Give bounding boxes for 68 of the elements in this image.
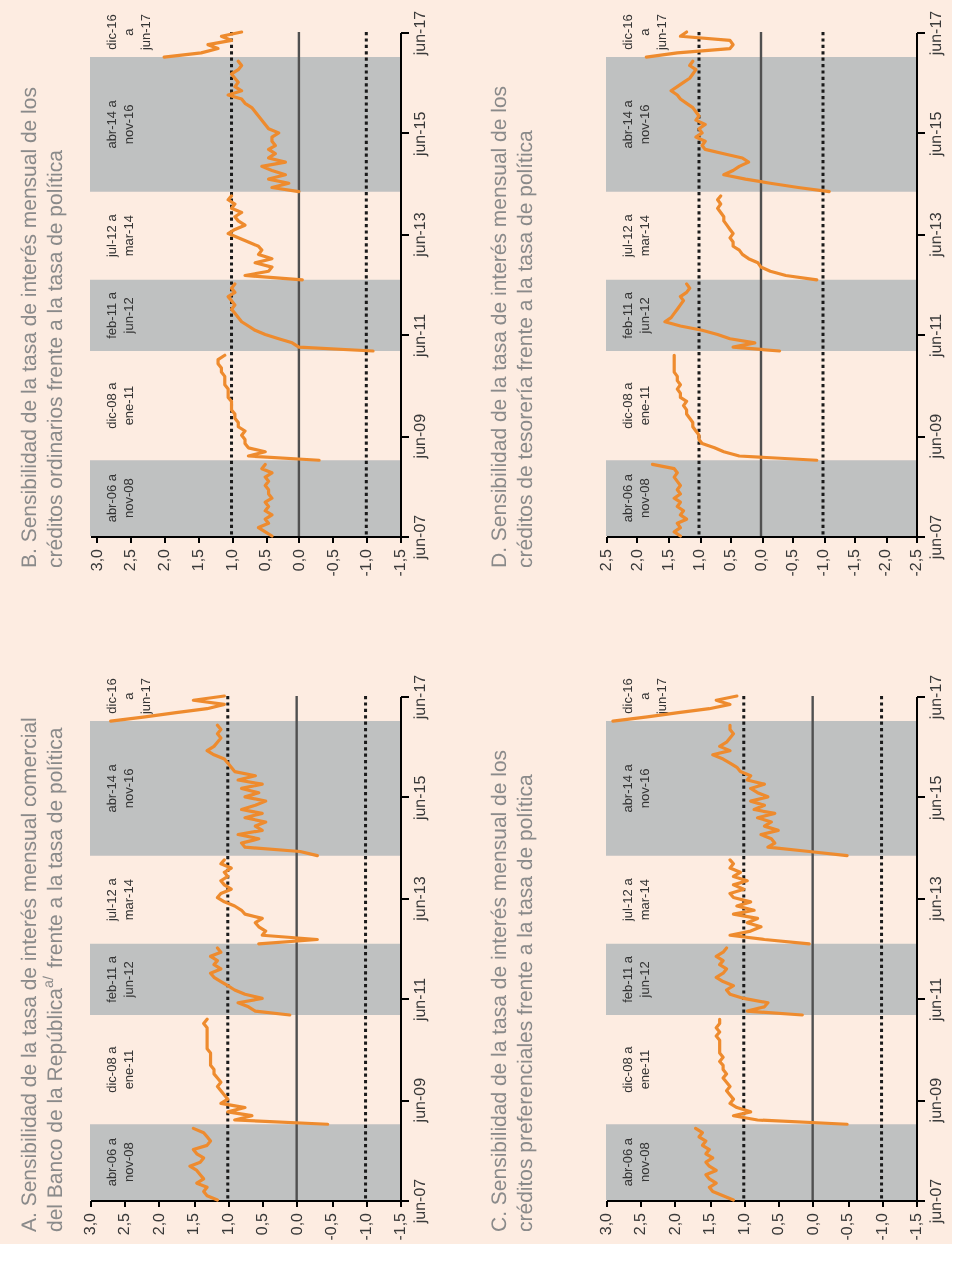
x-tick-label: -1,0 xyxy=(814,547,832,577)
y-tick-label: jun-09 xyxy=(411,412,429,461)
y-tick-label: jun-11 xyxy=(411,312,429,360)
x-tick-label: 3,0 xyxy=(87,547,106,572)
y-tick-label: jun-11 xyxy=(927,976,945,1024)
y-tick-label: jun-07 xyxy=(411,513,429,562)
x-tick-label: 0,0 xyxy=(752,547,770,572)
x-tick-label: 0,0 xyxy=(289,547,308,572)
text: C. Sensibilidad de la tasa de interés mensual de los créditos preferenciales frente a la tasa de política xyxy=(488,749,538,1232)
x-tick-label: 1,0 xyxy=(734,1211,753,1236)
x-tick-label: -0,5 xyxy=(838,1211,857,1241)
y-tick-label: jun-13 xyxy=(927,211,945,259)
x-tick-label: -1,5 xyxy=(391,1211,409,1241)
y-tick-label: jun-09 xyxy=(927,412,945,461)
y-tick-label: jun-13 xyxy=(927,875,945,923)
y-tick-label: jun-15 xyxy=(411,110,429,159)
x-tick-label: 0,5 xyxy=(769,1211,788,1236)
text: D. Sensibilidad de la tasa de interés mensual de los créditos de tesorería frente a la tasa de política xyxy=(488,85,538,568)
y-tick-label: jun-17 xyxy=(927,9,945,58)
y-tick-label: jun-09 xyxy=(927,1076,945,1125)
y-tick-label: jun-15 xyxy=(927,774,945,823)
x-tick-label: 2,0 xyxy=(628,547,646,572)
x-tick-label: 2,5 xyxy=(631,1211,650,1236)
x-tick-label: 2,0 xyxy=(149,1211,168,1236)
y-tick-label: jun-09 xyxy=(411,1076,429,1125)
x-tick-label: -1,0 xyxy=(356,1211,375,1241)
y-tick-label: jun-07 xyxy=(927,513,945,562)
x-tick-label: 1,5 xyxy=(188,547,207,572)
x-tick-label: -2,0 xyxy=(876,547,894,577)
x-tick-label: -1,5 xyxy=(907,1211,925,1241)
x-tick-label: 0,5 xyxy=(721,547,739,572)
y-tick-label: jun-07 xyxy=(927,1177,945,1226)
x-tick-label: -0,5 xyxy=(783,547,801,577)
x-tick-label: 3,0 xyxy=(81,1211,99,1236)
x-tick-label: 3,0 xyxy=(597,1211,615,1236)
y-tick-label: jun-11 xyxy=(411,976,429,1024)
y-tick-label: jun-15 xyxy=(927,110,945,159)
x-tick-label: 1,5 xyxy=(700,1211,719,1236)
y-tick-label: jun-17 xyxy=(927,673,945,722)
y-tick-label: jun-17 xyxy=(411,9,429,58)
x-tick-label: -1,0 xyxy=(357,547,376,577)
y-tick-label: jun-13 xyxy=(411,211,429,259)
x-tick-label: -2,5 xyxy=(907,547,925,577)
y-tick-label: jun-13 xyxy=(411,875,429,923)
x-tick-label: -0,5 xyxy=(323,547,342,577)
x-tick-label: 2,0 xyxy=(665,1211,684,1236)
x-tick-label: 0,0 xyxy=(287,1211,306,1236)
x-tick-label: -1,0 xyxy=(872,1211,891,1241)
x-tick-label: 2,5 xyxy=(121,547,140,572)
y-tick-label: jun-17 xyxy=(411,673,429,722)
x-tick-label: 2,0 xyxy=(155,547,174,572)
text: B. Sensibilidad de la tasa de interés mensual de los créditos ordinarios frente a la tasa de política xyxy=(18,87,68,568)
x-tick-label: 0,5 xyxy=(256,547,275,572)
x-tick-label: -0,5 xyxy=(322,1211,341,1241)
x-tick-label: 0,5 xyxy=(253,1211,272,1236)
x-tick-label: 1,5 xyxy=(184,1211,203,1236)
x-tick-label: 1,0 xyxy=(690,547,708,572)
x-tick-label: 1,0 xyxy=(222,547,241,572)
x-tick-label: 2,5 xyxy=(597,547,615,572)
x-tick-label: -1,5 xyxy=(391,547,409,577)
x-tick-label: -1,5 xyxy=(845,547,863,577)
y-tick-label: jun-15 xyxy=(411,774,429,823)
x-tick-label: 1,5 xyxy=(659,547,677,572)
x-tick-label: 0,0 xyxy=(803,1211,822,1236)
y-tick-label: jun-11 xyxy=(927,312,945,360)
y-tick-label: jun-07 xyxy=(411,1177,429,1226)
x-tick-label: 2,5 xyxy=(115,1211,134,1236)
x-tick-label: 1,0 xyxy=(218,1211,237,1236)
